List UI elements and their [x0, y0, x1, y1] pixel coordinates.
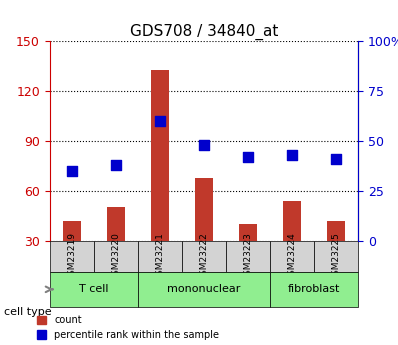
FancyBboxPatch shape: [50, 241, 94, 272]
FancyBboxPatch shape: [94, 241, 138, 272]
Text: GSM23219: GSM23219: [67, 231, 76, 280]
Point: [201, 142, 207, 148]
Text: GSM23221: GSM23221: [155, 232, 164, 280]
FancyBboxPatch shape: [270, 241, 314, 272]
Bar: [63, 221, 80, 290]
Title: GDS708 / 34840_at: GDS708 / 34840_at: [130, 24, 278, 40]
Text: fibroblast: fibroblast: [288, 284, 340, 294]
Bar: [283, 201, 301, 290]
Point: [157, 118, 163, 124]
Legend: count, percentile rank within the sample: count, percentile rank within the sample: [37, 315, 219, 340]
FancyBboxPatch shape: [314, 241, 358, 272]
FancyBboxPatch shape: [138, 241, 182, 272]
Point: [333, 156, 339, 162]
Text: GSM23225: GSM23225: [332, 232, 341, 280]
Point: [68, 168, 75, 174]
FancyBboxPatch shape: [138, 272, 270, 307]
Text: GSM23220: GSM23220: [111, 232, 120, 280]
FancyBboxPatch shape: [182, 241, 226, 272]
Text: mononuclear: mononuclear: [167, 284, 241, 294]
Bar: [195, 178, 213, 290]
Text: GSM23224: GSM23224: [288, 232, 297, 280]
Point: [289, 152, 295, 158]
Bar: [239, 224, 257, 290]
Bar: [327, 221, 345, 290]
Point: [113, 162, 119, 168]
FancyBboxPatch shape: [226, 241, 270, 272]
Text: GSM23223: GSM23223: [244, 232, 253, 280]
Text: T cell: T cell: [79, 284, 109, 294]
FancyBboxPatch shape: [270, 272, 358, 307]
Text: cell type: cell type: [4, 307, 52, 317]
Bar: [107, 207, 125, 290]
Bar: [151, 70, 169, 290]
Point: [245, 154, 251, 160]
FancyBboxPatch shape: [50, 272, 138, 307]
Text: GSM23222: GSM23222: [199, 232, 209, 280]
